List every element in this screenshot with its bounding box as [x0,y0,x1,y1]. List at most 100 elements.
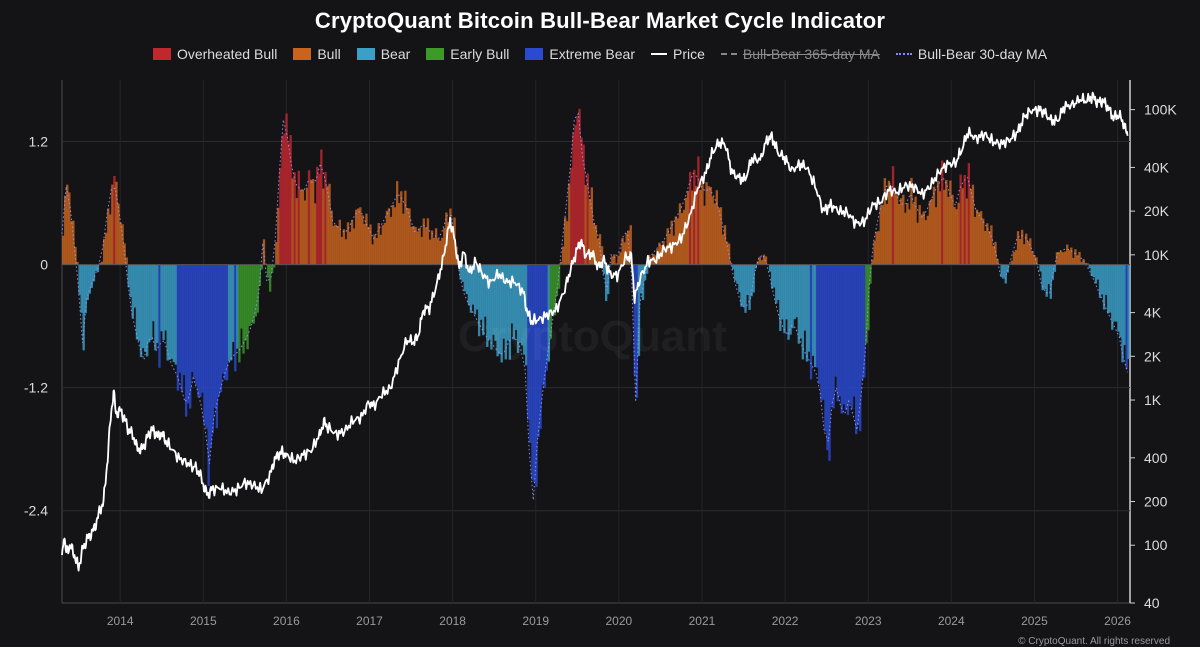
indicator-bar [1070,248,1072,265]
y-left-tick-label: -2.4 [24,503,48,519]
x-tick-label: 2019 [522,614,549,628]
indicator-bar [214,265,216,408]
indicator-bar [990,225,992,264]
indicator-bar [759,257,761,265]
indicator-bar [1015,250,1017,265]
indicator-bar [798,265,800,344]
indicator-bar [205,265,207,429]
indicator-bar [355,210,357,265]
indicator-bar [746,265,748,295]
y-right-tick-label: 400 [1144,450,1168,466]
indicator-bar [140,265,142,358]
indicator-bar [427,218,429,264]
indicator-bar [734,265,736,281]
indicator-bar [812,265,814,356]
indicator-bar [275,242,277,265]
y-right-tick-label: 1K [1144,392,1162,408]
indicator-bar [66,185,68,265]
indicator-bar [736,265,738,284]
indicator-bar [992,246,994,265]
y-left-tick-label: 1.2 [29,134,49,150]
indicator-bar [269,265,271,292]
indicator-bar [988,231,990,264]
indicator-bar [822,265,824,400]
indicator-bar [154,265,156,351]
indicator-bar [402,214,404,265]
indicator-bar [107,208,109,264]
indicator-bar [238,265,240,363]
indicator-bar [1043,265,1045,289]
indicator-bar [695,186,697,264]
indicator-bar [828,265,830,461]
indicator-bar [769,265,771,272]
indicator-bar [1119,265,1121,338]
indicator-bar [810,265,812,380]
indicator-bar [535,265,537,487]
indicator-bar [703,206,705,265]
indicator-bar [785,265,787,320]
indicator-bar [566,221,568,264]
indicator-bar [691,191,693,265]
indicator-bar [371,244,373,264]
indicator-bar [904,213,906,265]
indicator-bar [484,265,486,317]
indicator-bar [837,265,839,402]
indicator-bar [808,265,810,352]
indicator-bar [169,265,171,360]
indicator-bar [783,265,785,334]
indicator-bar [941,161,943,265]
indicator-bar [804,265,806,331]
indicator-bar [220,265,222,392]
indicator-bar [953,207,955,265]
indicator-bar [552,265,554,316]
indicator-bar [857,265,859,425]
indicator-bar [750,265,752,297]
indicator-bar [111,185,113,265]
indicator-bar [1113,265,1115,322]
indicator-bar [267,265,269,278]
indicator-bar [449,209,451,265]
indicator-bar [570,168,572,265]
indicator-bar [886,204,888,265]
indicator-bar [80,265,82,313]
indicator-bar [621,238,623,265]
indicator-bar [1125,265,1127,370]
indicator-bar [324,172,326,265]
indicator-bar [464,265,466,292]
indicator-bar [314,203,316,264]
indicator-bar [148,265,150,343]
indicator-bar [1064,252,1066,265]
indicator-bar [935,207,937,264]
indicator-bar [1089,265,1091,269]
indicator-bar [738,265,740,293]
indicator-bar [978,212,980,264]
indicator-bar [144,265,146,352]
indicator-bar [839,265,841,397]
indicator-bar [291,178,293,264]
indicator-bar [771,265,773,289]
indicator-bar [613,254,615,264]
y-right-tick-label: 40 [1144,595,1160,611]
indicator-bar [359,207,361,264]
indicator-bar [716,190,718,264]
indicator-bar [119,222,121,264]
indicator-bar [945,180,947,265]
indicator-bar [832,265,834,409]
indicator-bar [1027,241,1029,264]
indicator-bar [433,238,435,265]
indicator-bar [939,191,941,264]
indicator-bar [1103,265,1105,310]
y-right-tick-label: 100 [1144,537,1168,553]
indicator-bar [351,220,353,264]
x-tick-label: 2024 [938,614,965,628]
indicator-bar [226,265,228,381]
indicator-bar [574,125,576,265]
indicator-bar [279,168,281,264]
indicator-bar [132,265,134,319]
indicator-bar [304,200,306,264]
indicator-bar [222,265,224,374]
x-tick-label: 2017 [356,614,383,628]
indicator-bar [136,265,138,340]
indicator-bar [160,265,162,332]
indicator-bar [425,227,427,264]
